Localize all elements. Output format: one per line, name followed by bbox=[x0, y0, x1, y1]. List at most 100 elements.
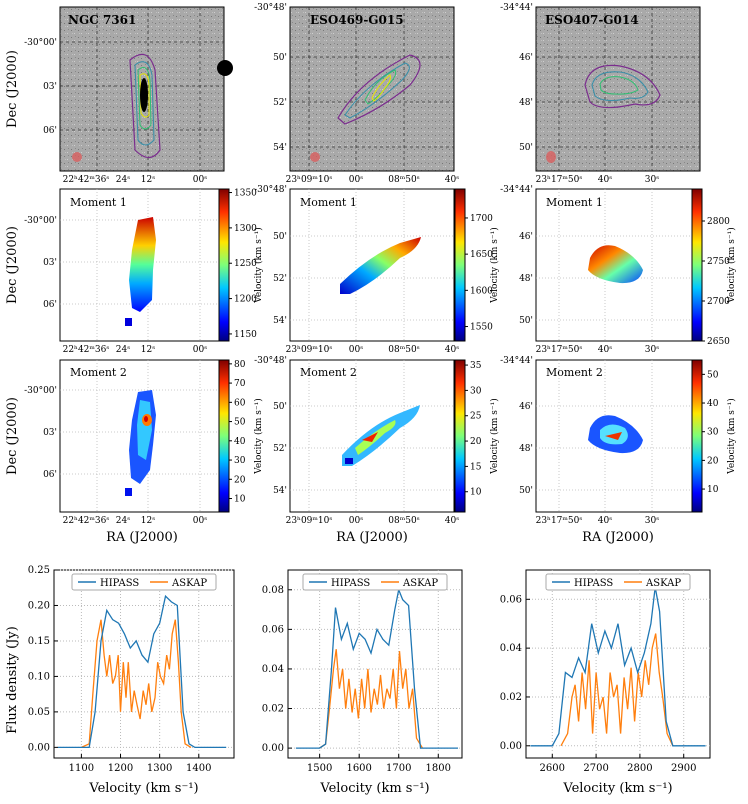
y-tick-label: 0.00 bbox=[28, 742, 50, 753]
legend-label: HIPASS bbox=[100, 578, 139, 589]
y-tick-label: 0.00 bbox=[500, 741, 522, 752]
legend-box bbox=[302, 573, 448, 591]
cbar-tick-label: 50 bbox=[234, 418, 246, 428]
dec-tick-label: 03' bbox=[43, 428, 57, 438]
optical-panel-3: ESO407-G014 bbox=[535, 6, 701, 172]
dec-tick-label: 46' bbox=[519, 53, 533, 63]
y-tick-label: 0.15 bbox=[28, 636, 50, 647]
spectrum-xlabel: Velocity (km s⁻¹) bbox=[562, 781, 672, 796]
legend-label: ASKAP bbox=[645, 578, 681, 589]
ra-tick-label: 30ˢ bbox=[645, 175, 659, 185]
spectra-ylabel: Flux density (Jy) bbox=[5, 626, 20, 734]
ra-tick-label: 08ᵐ50ˢ bbox=[388, 345, 419, 355]
cbar-tick-label: 1600 bbox=[470, 286, 493, 296]
cbar-tick-label: 30 bbox=[470, 386, 482, 396]
ra-tick-label: 24ˢ bbox=[116, 345, 130, 355]
legend-box bbox=[71, 573, 217, 591]
cbar-tick-label: 35 bbox=[470, 361, 482, 371]
cbar-tick-label: 25 bbox=[470, 412, 482, 422]
dec-tick-label: 48' bbox=[519, 444, 533, 454]
spectrum-panel-2: 1500 1600 1700 1800 0.00 0.02 0.04 0.06 0.08 HIPA… bbox=[262, 569, 463, 796]
series-line-askap bbox=[81, 619, 192, 748]
dec-tick-label: 03' bbox=[43, 82, 57, 92]
dec-tick-label: 48' bbox=[519, 274, 533, 284]
ra-tick-label: 30ˢ bbox=[645, 345, 659, 355]
dec-tick-label: -30°48' bbox=[254, 356, 287, 366]
y-tick-label: 0.20 bbox=[28, 600, 50, 611]
series-line-askap bbox=[319, 649, 424, 749]
ra-tick-label: 00ˢ bbox=[193, 345, 207, 355]
ra-tick-label: 22ʰ42ᵐ36ˢ bbox=[63, 175, 110, 185]
cbar-tick-label: 20 bbox=[470, 437, 482, 447]
x-tick-label: 1500 bbox=[307, 763, 332, 774]
dec-tick-label: 54' bbox=[273, 143, 287, 153]
y-tick-label: 0.06 bbox=[262, 624, 284, 635]
dec-tick-label: 06' bbox=[43, 470, 57, 480]
series-line-askap bbox=[560, 633, 674, 747]
x-tick-label: 2800 bbox=[627, 763, 652, 774]
ra-tick-label: 12ˢ bbox=[141, 516, 155, 526]
cbar-label: Velocity (km s⁻¹) bbox=[253, 398, 264, 475]
legend-label: HIPASS bbox=[331, 578, 370, 589]
x-tick-label: 1400 bbox=[186, 763, 211, 774]
moment2-panel-1: Moment 2 bbox=[59, 359, 225, 513]
cbar-tick-label: 1250 bbox=[234, 259, 257, 269]
moment1-title-3: Moment 1 bbox=[546, 196, 603, 209]
x-tick-label: 1600 bbox=[346, 763, 371, 774]
dec-tick-label: 03' bbox=[43, 258, 57, 268]
cbar-tick-label: 20 bbox=[234, 475, 246, 485]
ra-tick-label: 40ˢ bbox=[445, 516, 459, 526]
ra-tick-label: 00ˢ bbox=[193, 175, 207, 185]
cbar-label: Velocity (km s⁻¹) bbox=[489, 398, 500, 475]
legend-box bbox=[545, 573, 691, 591]
legend-label: ASKAP bbox=[171, 578, 207, 589]
y-tick-label: 0.02 bbox=[500, 692, 522, 703]
colorbars bbox=[218, 188, 703, 513]
dec-tick-label: 52' bbox=[273, 444, 287, 454]
x-tick-label: 1700 bbox=[386, 763, 411, 774]
moment1-panel-2: Moment 1 bbox=[289, 188, 455, 342]
cbar-tick-label: 1300 bbox=[234, 224, 257, 234]
y-tick-label: 0.02 bbox=[262, 704, 284, 715]
x-tick-label: 2600 bbox=[540, 763, 565, 774]
x-tick-label: 2700 bbox=[583, 763, 608, 774]
spectrum-xlabel: Velocity (km s⁻¹) bbox=[88, 781, 198, 796]
ra-tick-label: 08ᵐ50ˢ bbox=[388, 175, 419, 185]
spectrum-frame bbox=[287, 569, 463, 759]
ra-tick-label: 00ˢ bbox=[193, 516, 207, 526]
ra-tick-label: 23ʰ17ᵐ50ˢ bbox=[536, 345, 583, 355]
dec-tick-label: -34°44' bbox=[500, 356, 533, 366]
dec-tick-label: -30°00' bbox=[24, 38, 57, 48]
dec-tick-label: -30°48' bbox=[254, 185, 287, 195]
cbar-tick-label: 2650 bbox=[707, 337, 730, 347]
cbar-tick-label: 2750 bbox=[707, 257, 730, 267]
y-tick-label: 0.06 bbox=[500, 594, 522, 605]
dec-tick-label: 50' bbox=[519, 316, 533, 326]
cbar-tick-label: 30 bbox=[707, 428, 719, 438]
series-line-hipass bbox=[530, 586, 706, 747]
cbar-tick-label: 70 bbox=[234, 379, 246, 389]
moment2-panel-3: Moment 2 bbox=[535, 359, 701, 513]
map-ylabel-2: Dec (J2000) bbox=[5, 226, 20, 304]
cbar-tick-label: 1700 bbox=[470, 214, 493, 224]
spectrum-frame bbox=[525, 569, 711, 759]
cbar-label: Velocity (km s⁻¹) bbox=[726, 227, 737, 304]
galaxy-name-1: NGC 7361 bbox=[68, 13, 136, 27]
dec-tick-label: 54' bbox=[273, 316, 287, 326]
ra-tick-label: 23ʰ17ᵐ50ˢ bbox=[536, 175, 583, 185]
ra-tick-label: 08ᵐ50ˢ bbox=[388, 516, 419, 526]
y-tick-label: 0.04 bbox=[500, 643, 522, 654]
y-tick-label: 0.00 bbox=[262, 743, 284, 754]
dec-tick-label: 52' bbox=[273, 274, 287, 284]
spectrum-xlabel: Velocity (km s⁻¹) bbox=[319, 781, 429, 796]
cbar-tick-label: 15 bbox=[470, 462, 482, 472]
y-tick-label: 0.08 bbox=[262, 585, 284, 596]
dec-tick-label: 50' bbox=[519, 486, 533, 496]
map-ylabel-3: Dec (J2000) bbox=[5, 397, 20, 475]
x-tick-label: 2900 bbox=[671, 763, 696, 774]
ra-tick-label: 24ˢ bbox=[116, 175, 130, 185]
cbar-label: Velocity (km s⁻¹) bbox=[253, 227, 264, 304]
dec-tick-label: 06' bbox=[43, 300, 57, 310]
moment2-panel-2: Moment 2 bbox=[289, 359, 455, 513]
dec-tick-label: -34°44' bbox=[500, 3, 533, 13]
